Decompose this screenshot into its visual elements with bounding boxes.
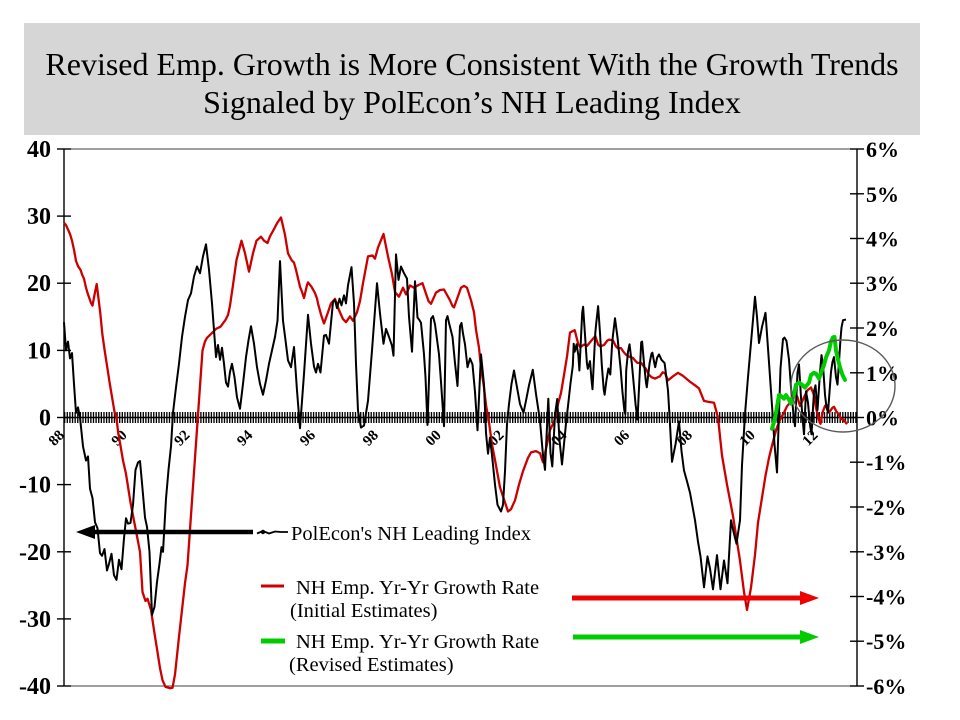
svg-text:30: 30 [27,204,51,230]
svg-text:6%: 6% [866,137,899,162]
svg-text:(Revised Estimates): (Revised Estimates) [289,654,454,676]
svg-text:40: 40 [27,137,51,163]
svg-text:2%: 2% [866,316,899,341]
svg-text:Signaled by PolEcon’s NH Leadi: Signaled by PolEcon’s NH Leading Index [203,84,741,120]
svg-text:-40: -40 [19,674,51,700]
svg-text:-4%: -4% [866,585,906,610]
svg-text:-20: -20 [19,540,51,566]
svg-text:-2%: -2% [866,495,906,520]
svg-text:(Initial Estimates): (Initial Estimates) [290,600,437,622]
svg-text:-6%: -6% [866,674,906,699]
svg-text:Revised Emp. Growth is More Co: Revised Emp. Growth is More Consistent W… [45,46,898,82]
svg-text:NH Emp. Yr-Yr Growth Rate: NH Emp. Yr-Yr Growth Rate [296,631,539,653]
svg-text:-3%: -3% [866,540,906,565]
svg-text:0%: 0% [866,406,899,431]
svg-text:PolEcon's NH Leading Index: PolEcon's NH Leading Index [291,523,531,545]
svg-text:0: 0 [39,406,51,432]
svg-text:4%: 4% [866,227,899,252]
svg-text:NH Emp. Yr-Yr Growth Rate: NH Emp. Yr-Yr Growth Rate [296,577,539,599]
svg-text:5%: 5% [866,182,899,207]
svg-text:20: 20 [27,271,51,297]
svg-text:-1%: -1% [866,450,906,475]
svg-text:-30: -30 [19,607,51,633]
svg-text:-10: -10 [19,473,51,499]
svg-text:10: 10 [27,338,51,364]
svg-text:-5%: -5% [866,629,906,654]
svg-text:1%: 1% [866,361,899,386]
svg-text:3%: 3% [866,271,899,296]
